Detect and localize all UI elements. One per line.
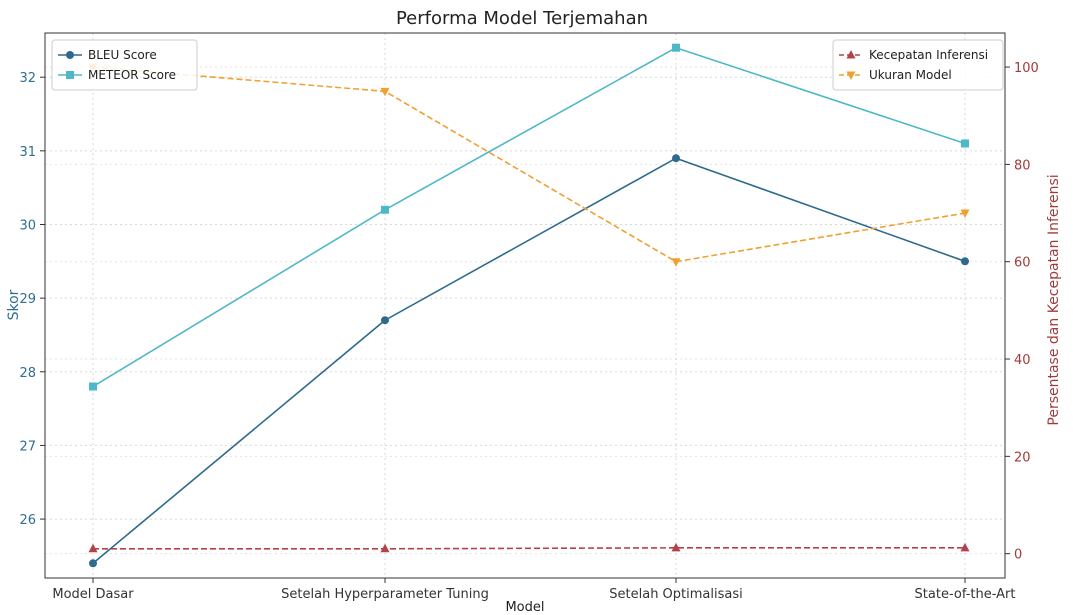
data-point-kecepatan-inferensi xyxy=(88,543,98,553)
left-tick-label: 30 xyxy=(19,218,36,233)
left-tick-label: 29 xyxy=(19,292,36,307)
data-point-meteor-score xyxy=(961,139,969,148)
legend-marker-kecepatan-inferensi xyxy=(846,50,856,59)
grid xyxy=(45,33,1005,578)
data-point-kecepatan-inferensi xyxy=(960,542,970,552)
data-point-meteor-score xyxy=(672,43,680,52)
right-tick-label: 20 xyxy=(1014,450,1031,465)
x-axis: Model Dasar Setelah Hyperparameter Tuning… xyxy=(52,578,1015,602)
data-point-ukuran-model xyxy=(960,209,970,219)
x-tick-label: Model Dasar xyxy=(52,587,134,602)
data-point-bleu-score xyxy=(672,154,680,163)
left-tick-label: 31 xyxy=(19,145,36,160)
right-tick-label: 0 xyxy=(1014,548,1022,563)
legend-label-ukuran-model: Ukuran Model xyxy=(869,68,952,82)
left-tick-label: 26 xyxy=(19,513,36,528)
legend-label-meteor-score: METEOR Score xyxy=(88,68,176,82)
legend-box xyxy=(832,39,1004,91)
data-point-meteor-score xyxy=(89,382,97,391)
legend-top-left: BLEU Score METEOR Score xyxy=(51,39,198,91)
data-point-ukuran-model xyxy=(671,258,681,267)
right-tick-label: 80 xyxy=(1014,158,1031,173)
left-tick-label: 27 xyxy=(19,439,36,454)
chart-title: Performa Model Terjemahan xyxy=(396,8,648,29)
data-point-kecepatan-inferensi xyxy=(671,542,681,552)
legend-marker-bleu-score xyxy=(66,51,74,59)
right-tick-label: 40 xyxy=(1014,353,1031,368)
series-line-ukuran-model xyxy=(92,66,966,263)
data-point-meteor-score xyxy=(381,205,389,214)
x-tick-label: Setelah Optimalisasi xyxy=(609,587,742,602)
right-axis: 0 20 40 60 80 100 xyxy=(1005,61,1039,563)
data-point-bleu-score xyxy=(89,559,97,568)
x-tick-label: State-of-the-Art xyxy=(915,587,1016,602)
series-kecepatan-inferensi xyxy=(88,542,970,553)
left-axis: 26 27 28 29 30 31 32 xyxy=(19,71,45,528)
data-point-bleu-score xyxy=(381,316,389,325)
series-bleu-score xyxy=(89,154,969,568)
series-line-meteor-score xyxy=(92,46,966,388)
series-layer xyxy=(88,43,970,568)
legend-top-right: Kecepatan Inferensi Ukuran Model xyxy=(832,39,1004,91)
right-tick-label: 60 xyxy=(1014,256,1031,271)
right-tick-label: 100 xyxy=(1014,61,1039,76)
legend-box xyxy=(51,39,198,91)
x-axis-label: Model xyxy=(505,600,544,615)
series-line-kecepatan-inferensi xyxy=(93,547,965,550)
data-point-kecepatan-inferensi xyxy=(380,543,390,553)
y-axis-label-right: Persentase dan Kecepatan Inferensi xyxy=(1046,174,1062,425)
legend-marker-meteor-score xyxy=(66,71,74,79)
legend-marker-ukuran-model xyxy=(846,71,856,80)
legend-label-kecepatan-inferensi: Kecepatan Inferensi xyxy=(869,48,988,62)
x-tick-label: Setelah Hyperparameter Tuning xyxy=(281,587,489,602)
legend-label-bleu-score: BLEU Score xyxy=(88,48,157,62)
left-tick-label: 28 xyxy=(19,366,36,381)
series-meteor-score xyxy=(89,43,969,391)
series-line-bleu-score xyxy=(92,157,966,564)
data-point-ukuran-model xyxy=(380,87,390,97)
data-point-bleu-score xyxy=(961,257,969,266)
left-tick-label: 32 xyxy=(19,71,36,86)
series-ukuran-model xyxy=(88,63,970,267)
y-axis-label-left: Skor xyxy=(6,289,22,320)
plot-frame xyxy=(44,32,1006,579)
